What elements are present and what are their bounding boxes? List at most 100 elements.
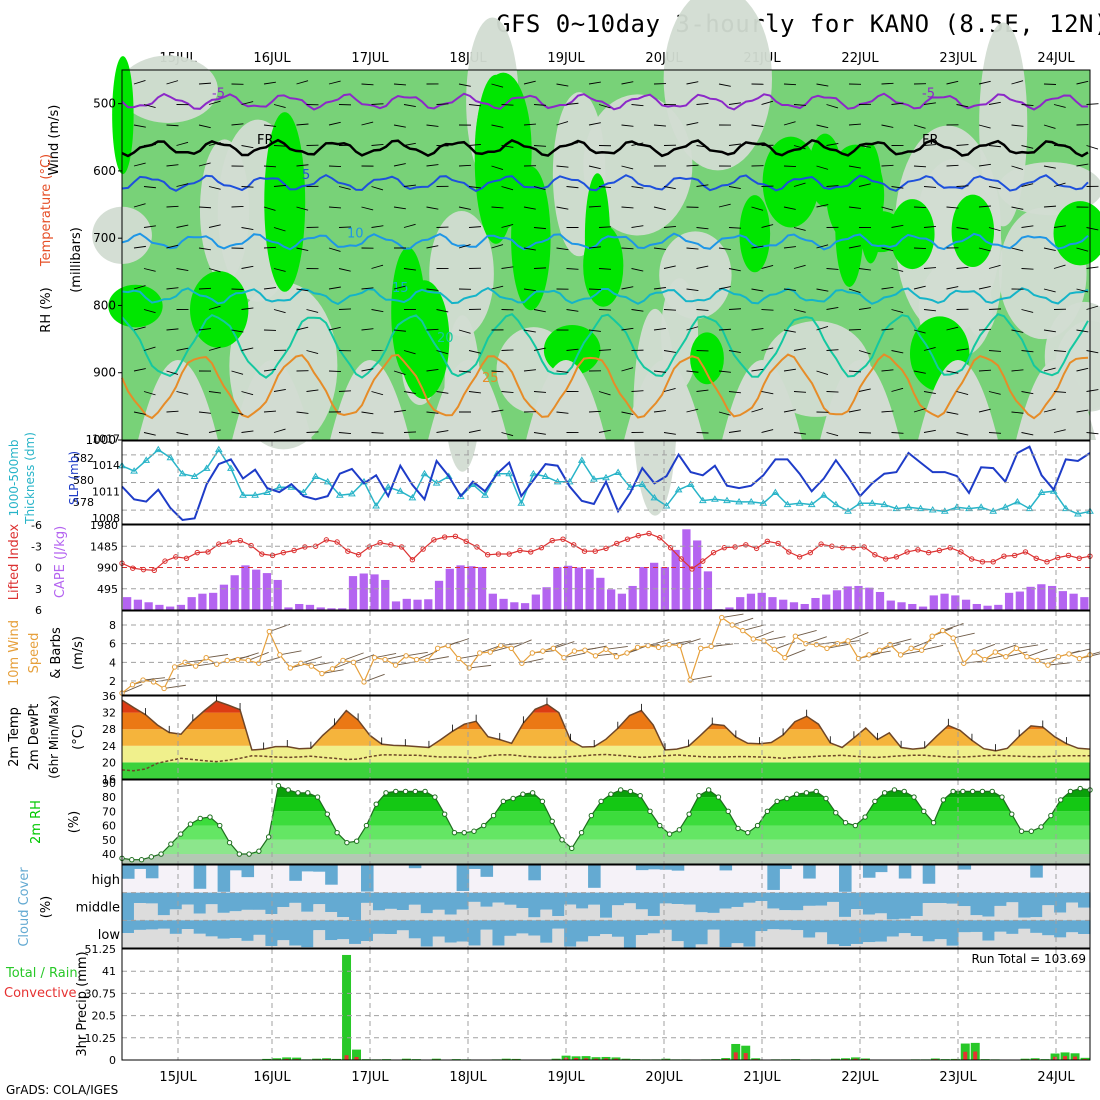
wind-barb (923, 102, 936, 105)
thickness-point (638, 480, 647, 488)
cloud-gap (970, 915, 984, 921)
cape-bar (994, 604, 1003, 610)
cloud-block (874, 920, 888, 942)
y-label-temp-units: (°C) (71, 724, 86, 750)
wind-barb (273, 184, 286, 187)
wind-barb (166, 205, 179, 208)
lifted-index-point (678, 556, 684, 562)
wind-barb (956, 144, 969, 146)
wind-speed-point (434, 645, 441, 652)
wind-speed-point (298, 660, 304, 666)
wind-barb (913, 165, 927, 168)
cloud-block (958, 920, 972, 933)
cloud-gap (886, 919, 900, 921)
wind-barb (1053, 264, 1066, 269)
wind-barb (1053, 429, 1066, 433)
wind-barb (978, 286, 991, 290)
wind-barb (1089, 651, 1100, 656)
cloud-gap (1054, 937, 1067, 948)
cloud-gap (659, 929, 673, 948)
rh-point (666, 831, 673, 837)
wind-barb (978, 80, 991, 85)
cloud-block (420, 920, 434, 947)
wind-barb (556, 83, 569, 87)
cloud-block (480, 892, 494, 907)
cloud-gap (337, 917, 350, 921)
cloud-block (934, 920, 948, 940)
cape-bar (800, 603, 809, 610)
cloud-block (779, 892, 792, 911)
wind-barb (696, 184, 709, 187)
rh-point (461, 829, 467, 836)
cloud-block (277, 920, 290, 941)
cape-bar (510, 602, 519, 610)
cloud-block (396, 920, 410, 931)
wind-barb (1011, 411, 1024, 414)
cloud-block (886, 892, 900, 920)
wind-barb (923, 186, 936, 188)
wind-barb (978, 369, 992, 372)
wind-speed-point (1055, 654, 1062, 660)
thickness-point (819, 491, 828, 498)
wind-barb (296, 206, 309, 211)
wind-barb (164, 684, 186, 689)
cloud-gap (408, 938, 422, 948)
wind-speed-point (192, 663, 199, 669)
wind-barb (133, 80, 146, 85)
rh-point (1057, 797, 1064, 803)
lifted-index-point (1022, 549, 1029, 555)
wind-speed-point (224, 657, 230, 664)
date-label-bottom: 19JUL (547, 1070, 585, 1085)
thickness-point (408, 493, 417, 501)
wind-speed-point (319, 670, 325, 677)
cape-bar (273, 579, 282, 610)
rh-point (412, 788, 419, 795)
cloud-gap (874, 941, 888, 948)
wind-barb (328, 247, 341, 252)
wind-barb (121, 684, 143, 694)
wind-barb (241, 145, 254, 149)
wind-barb (1043, 329, 1056, 333)
wind-barb (371, 225, 384, 228)
y-label-rh: RH (%) (39, 287, 54, 332)
precip-total-bar (332, 1058, 342, 1060)
lifted-index-point (549, 537, 555, 544)
rh-point (510, 795, 516, 802)
wind-barb (371, 186, 384, 191)
y-label-rh-units: (%) (67, 811, 82, 834)
isotherm-line (121, 353, 1089, 420)
cloud-block (839, 920, 852, 947)
wind-barb (1011, 369, 1024, 372)
wind-barb (393, 83, 407, 86)
rh-point (549, 818, 555, 824)
cloud-gap (301, 911, 314, 921)
cape-bar (488, 593, 497, 610)
cloud-gap (922, 903, 936, 921)
cloud-gap (803, 937, 816, 948)
cloud-gap (492, 902, 506, 921)
wind-barb (881, 164, 894, 167)
wind-barb (501, 432, 514, 437)
run-total-label: Run Total = 103.69 (971, 952, 1086, 966)
wind-barb (523, 369, 536, 372)
cloud-block (289, 865, 302, 881)
thickness-point (541, 472, 550, 479)
wind-speed-point (1066, 651, 1072, 657)
wind-barb (653, 124, 666, 127)
credit-text: GrADS: COLA/IGES (6, 1083, 119, 1097)
wind-barb (198, 206, 212, 209)
cape-bar (779, 599, 788, 610)
cloud-block (683, 920, 697, 948)
wind-barb (783, 121, 796, 126)
cape-bar (402, 598, 411, 610)
wind-barb (403, 431, 417, 433)
cloud-block (504, 920, 517, 936)
wind-speed-point (792, 633, 799, 639)
wind-speed-point (634, 644, 641, 651)
lifted-index-point (269, 552, 276, 559)
thickness-point (1037, 488, 1046, 496)
cloud-block (659, 920, 673, 930)
wind-speed-point (129, 682, 136, 688)
cloud-block (707, 920, 721, 930)
wind-barb (143, 104, 156, 109)
